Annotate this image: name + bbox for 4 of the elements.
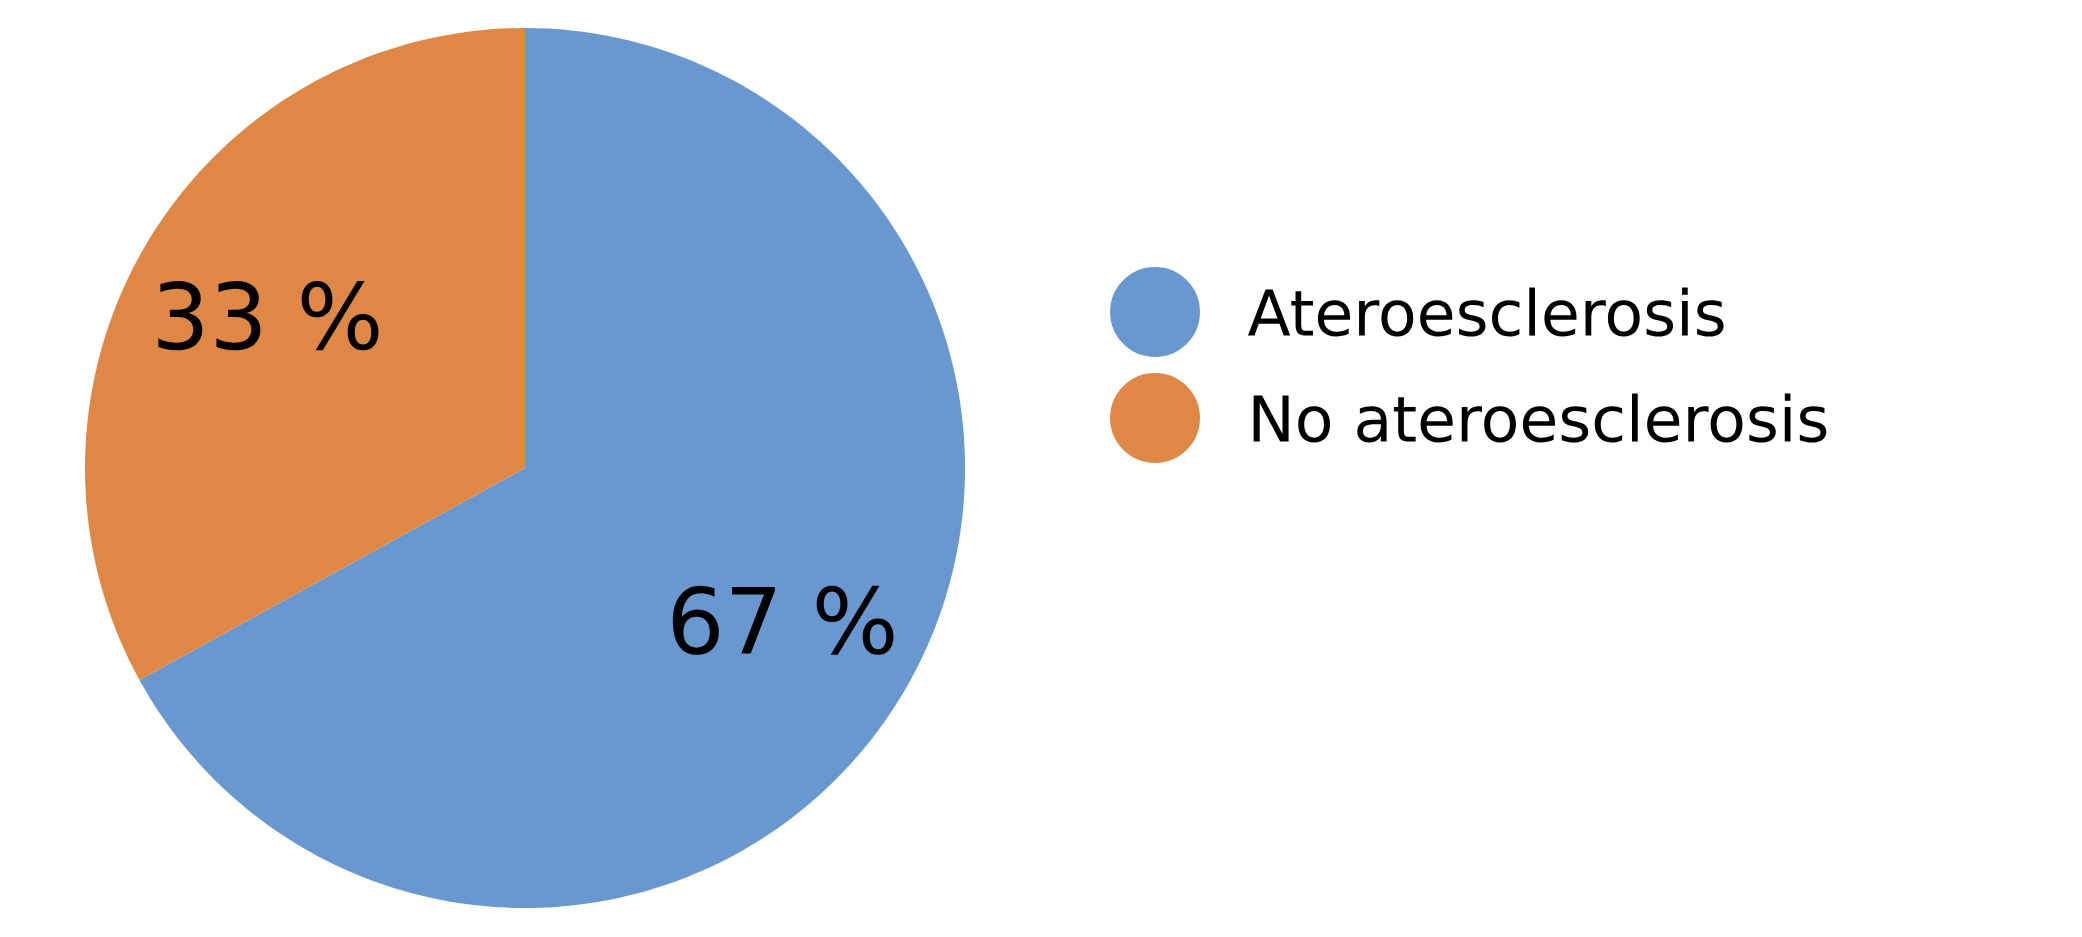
- data-label: 33 %: [158, 281, 379, 351]
- legend-label: Ateroesclerosis: [1247, 287, 1724, 337]
- legend-label: No ateroesclerosis: [1253, 393, 1827, 443]
- data-label: 67 %: [672, 585, 894, 655]
